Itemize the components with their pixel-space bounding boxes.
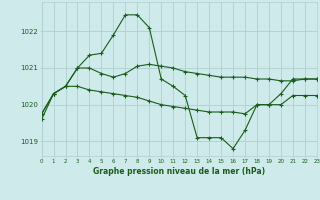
X-axis label: Graphe pression niveau de la mer (hPa): Graphe pression niveau de la mer (hPa) [93,167,265,176]
